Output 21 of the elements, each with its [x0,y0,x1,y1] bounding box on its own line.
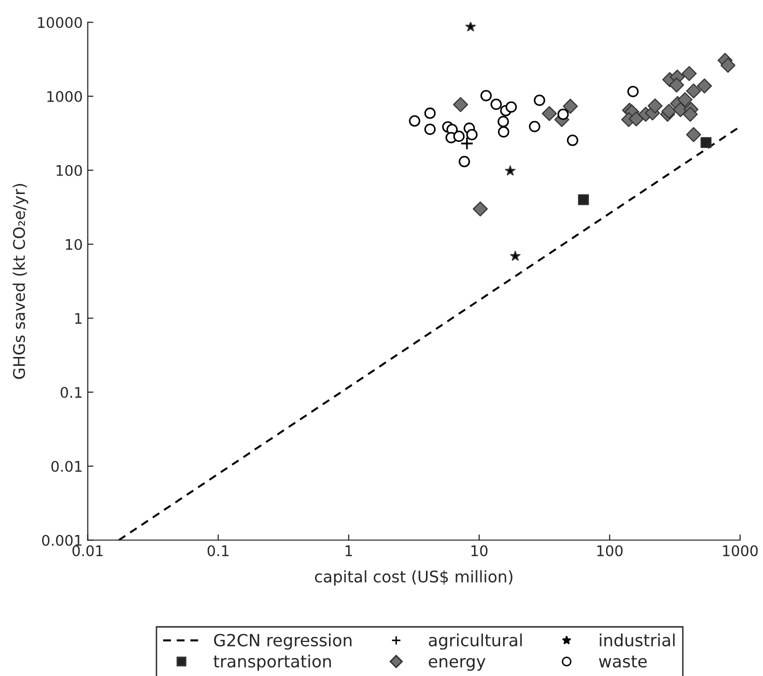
x-axis-title: capital cost (US$ million) [314,570,512,586]
y-axis-title: GHGs saved (kt CO₂e/yr) [12,184,28,379]
legend-label: energy [428,658,486,671]
x-tick-label: 0.1 [208,545,228,556]
y-tick-label: 1 [75,313,82,324]
y-tick-label: 1000 [47,91,82,102]
x-tick-label: 1 [346,545,352,556]
legend-label: G2CN regression [214,634,352,650]
y-tick-label: 0.01 [51,460,82,472]
y-tick-label: 10000 [38,17,82,28]
legend-label: industrial [600,634,675,646]
x-tick-label: 100 [597,545,623,556]
y-tick-label: 10 [66,238,82,250]
x-tick-label: 1000 [723,545,758,556]
y-tick-label: 100 [56,164,82,176]
legend-label: agricultural [428,634,522,650]
x-tick-label: 10 [471,545,488,556]
y-tick-label: 0.001 [42,534,82,546]
y-tick-label: 0.1 [60,386,82,398]
legend-label: transportation [214,654,331,671]
legend-label: waste [598,656,647,668]
